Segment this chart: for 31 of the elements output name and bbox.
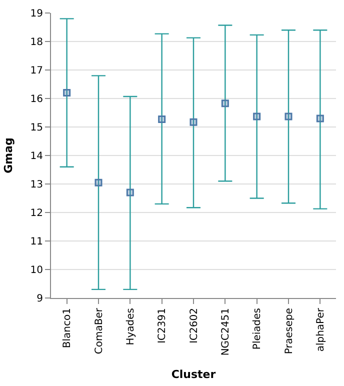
y-tick-label: 17 bbox=[30, 66, 43, 76]
point bbox=[94, 178, 102, 186]
point bbox=[126, 188, 134, 196]
point bbox=[158, 116, 166, 124]
x-tick-label: Blanco1 bbox=[62, 308, 74, 348]
x-tick-label: ComaBer bbox=[94, 307, 105, 354]
y-tick-label: 13 bbox=[30, 180, 43, 190]
x-tick-label: Hyades bbox=[125, 308, 136, 346]
x-tick-label: IC2602 bbox=[188, 308, 200, 344]
point bbox=[190, 118, 198, 126]
x-tick-label: alphaPer bbox=[315, 307, 326, 352]
point bbox=[63, 89, 71, 97]
y-tick-label: 9 bbox=[36, 294, 43, 304]
point bbox=[316, 114, 324, 122]
y-tick-label: 11 bbox=[30, 236, 43, 248]
x-tick-label: Praesepe bbox=[284, 308, 295, 354]
point bbox=[284, 112, 292, 120]
point bbox=[253, 112, 261, 120]
x-tick-label: NGC2451 bbox=[220, 308, 232, 356]
y-tick-label: 16 bbox=[30, 94, 43, 105]
y-tick-label: 10 bbox=[30, 265, 43, 276]
x-axis-title: Cluster bbox=[171, 368, 216, 381]
y-tick-label: 19 bbox=[30, 8, 43, 20]
x-tick-label: Pleiades bbox=[252, 308, 264, 350]
y-tick-label: 14 bbox=[30, 151, 43, 162]
point bbox=[221, 100, 229, 108]
y-tick-label: 18 bbox=[30, 37, 43, 48]
y-tick-label: 15 bbox=[30, 122, 43, 134]
y-tick-label: 12 bbox=[30, 208, 43, 219]
x-tick-label: IC2391 bbox=[157, 308, 168, 344]
y-axis-title: Gmag bbox=[2, 138, 15, 174]
